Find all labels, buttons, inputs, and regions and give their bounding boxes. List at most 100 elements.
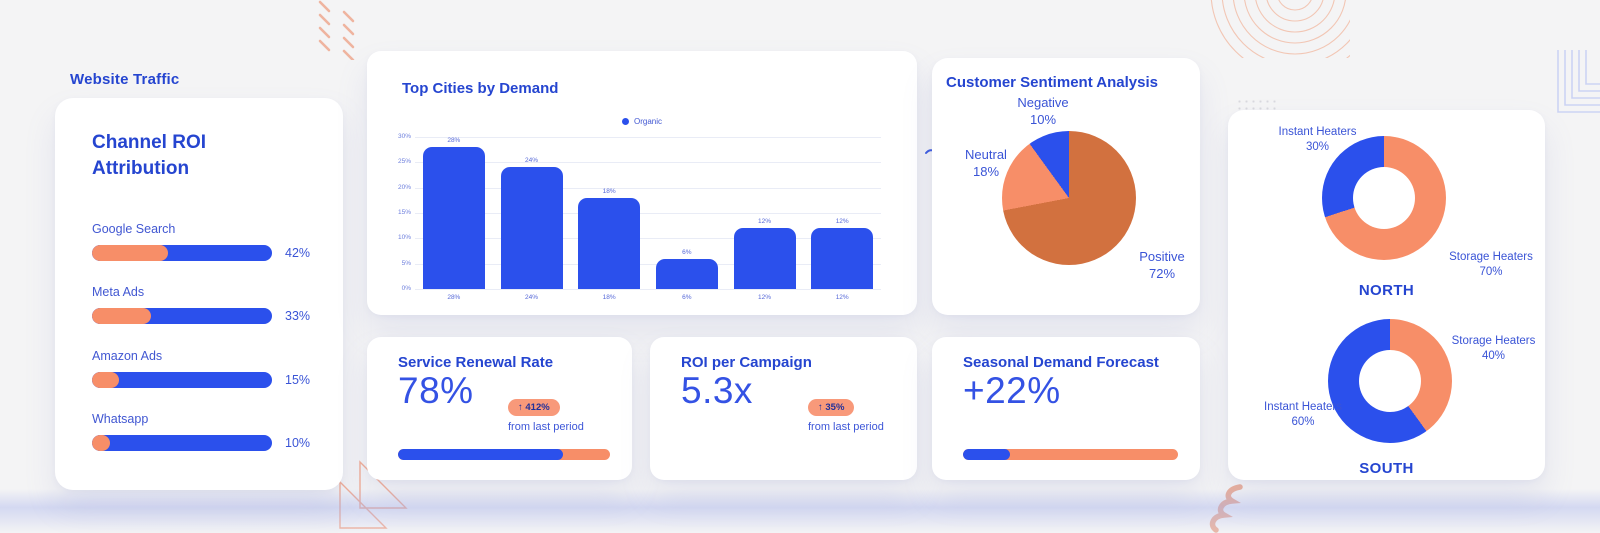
x-axis-tick-label: 18% [602, 294, 616, 301]
south-region-title: SOUTH [1359, 460, 1414, 477]
bar-chart-columns: 28% 24% 18% 6% 12% 12% [415, 137, 881, 289]
roi-bar-fill [92, 372, 119, 388]
kpi-value: 5.3x [681, 370, 753, 411]
bar-value-label: 6% [682, 248, 692, 256]
pie-label-positive: Positive 72% [1124, 248, 1200, 282]
pie-label-negative: Negative 10% [1006, 94, 1080, 128]
bar-value-label: 24% [525, 157, 539, 165]
y-axis-tick-label: 30% [397, 133, 411, 140]
bar-value-label: 12% [758, 218, 772, 226]
bar-column: 18% [570, 137, 648, 289]
roi-bar-fill [92, 245, 168, 261]
pie-label-text: Neutral [965, 147, 1007, 162]
pie-label-value: 18% [972, 164, 1000, 179]
roi-per-campaign-card: ROI per Campaign 5.3x ↑ 35% from last pe… [650, 337, 917, 480]
decor-nested-corners [1557, 50, 1600, 113]
bar-chart-plot: 28% 24% 18% 6% 12% 12% 0% 5% 10% 15% 20% 25% 30% [398, 133, 881, 292]
roi-row-value: 15% [285, 373, 311, 387]
bar-column: 12% [803, 137, 881, 289]
y-axis-tick-label: 0% [401, 285, 411, 292]
bar[interactable] [422, 147, 485, 289]
legend-dot-icon [621, 118, 629, 125]
y-axis-tick-label: 15% [397, 209, 411, 216]
roi-bar-fill [92, 435, 110, 451]
gridline [415, 187, 881, 189]
decor-concentric-arcs [1210, 0, 1350, 58]
service-renewal-card: Service Renewal Rate 78% ↑ 412% from las… [367, 337, 632, 480]
roi-row-whatsapp: Whatsapp 10% [92, 412, 322, 451]
decor-bottom-glow [0, 489, 1600, 533]
roi-row-value: 10% [285, 436, 311, 450]
bar[interactable] [500, 167, 563, 289]
page-title: Website Traffic [70, 71, 180, 88]
bar[interactable] [578, 197, 641, 289]
bar-column: 24% [493, 137, 571, 289]
y-axis-tick-label: 10% [397, 234, 411, 242]
kpi-change-note: from last period [508, 421, 584, 433]
roi-bar-track [92, 372, 272, 388]
pie-label-neutral: Neutral 18% [948, 146, 1024, 180]
x-axis-tick-label: 24% [525, 294, 539, 301]
roi-bar-track [92, 245, 272, 261]
donut-label-value: 60% [1291, 416, 1315, 428]
donut-label-text: Storage Heaters [1451, 335, 1536, 347]
bar-column: 12% [726, 137, 804, 289]
bar-value-label: 12% [835, 218, 849, 226]
north-instant-label: Instant Heaters 30% [1260, 125, 1375, 155]
roi-row-label: Amazon Ads [92, 349, 163, 363]
kpi-title: Service Renewal Rate [398, 354, 554, 371]
kpi-progress-bar [398, 449, 610, 460]
roi-row-google-search: Google Search 42% [92, 222, 322, 261]
donut-hole [1353, 167, 1415, 229]
x-axis-tick-label: 12% [835, 294, 849, 301]
roi-row-label: Meta Ads [92, 285, 145, 299]
bar-column: 28% [415, 137, 493, 289]
kpi-value: 78% [398, 370, 474, 411]
south-donut-chart[interactable] [1328, 319, 1452, 443]
sentiment-card: Customer Sentiment Analysis Negative 10%… [932, 58, 1200, 315]
kpi-progress-fill [963, 449, 1011, 460]
y-axis-tick-label: 25% [397, 158, 411, 166]
bar-value-label: 28% [447, 137, 461, 145]
bar-column: 6% [648, 137, 726, 289]
kpi-change-note: from last period [808, 421, 884, 433]
pie-label-text: Negative [1017, 95, 1069, 110]
x-axis-tick-label: 28% [447, 294, 461, 301]
donut-label-text: Instant Heaters [1278, 126, 1357, 138]
gridline [415, 162, 881, 164]
decor-diagonal-dashes [318, 0, 355, 60]
roi-row-label: Google Search [92, 222, 176, 236]
bar[interactable] [811, 228, 874, 289]
channel-roi-title: Channel ROI Attribution [92, 132, 207, 179]
y-axis-tick-label: 5% [401, 259, 411, 267]
kpi-title: ROI per Campaign [681, 354, 812, 371]
top-cities-title: Top Cities by Demand [402, 80, 559, 97]
north-region-title: NORTH [1358, 282, 1415, 299]
bar[interactable] [733, 228, 796, 289]
kpi-progress-fill [398, 449, 564, 460]
kpi-progress-bar [963, 449, 1178, 460]
donut-label-value: 40% [1481, 350, 1506, 362]
chart-legend[interactable]: Organic [367, 117, 917, 126]
y-axis-tick-label: 20% [397, 183, 411, 191]
roi-row-meta-ads: Meta Ads 33% [92, 285, 322, 324]
kpi-change-badge: ↑ 35% [808, 399, 855, 416]
pie-label-value: 72% [1148, 266, 1176, 281]
kpi-change-badge: ↑ 412% [508, 399, 560, 416]
north-storage-label: Storage Heaters 70% [1440, 250, 1542, 280]
gridline [415, 263, 881, 265]
bar-value-label: 18% [602, 187, 616, 195]
gridline [415, 213, 881, 214]
gridline [415, 289, 881, 290]
north-donut-chart[interactable] [1322, 136, 1446, 260]
regions-card: Instant Heaters 30% Storage Heaters 70% … [1228, 110, 1545, 480]
kpi-value: +22% [963, 370, 1061, 411]
donut-label-value: 30% [1305, 141, 1330, 153]
roi-bar-track [92, 308, 272, 324]
donut-label-text: Instant Heaters [1264, 401, 1342, 413]
sentiment-pie-chart[interactable] [1002, 131, 1136, 265]
roi-bar-track [92, 435, 272, 451]
decor-salmon-squiggle [1209, 484, 1243, 533]
bar[interactable] [655, 258, 718, 289]
